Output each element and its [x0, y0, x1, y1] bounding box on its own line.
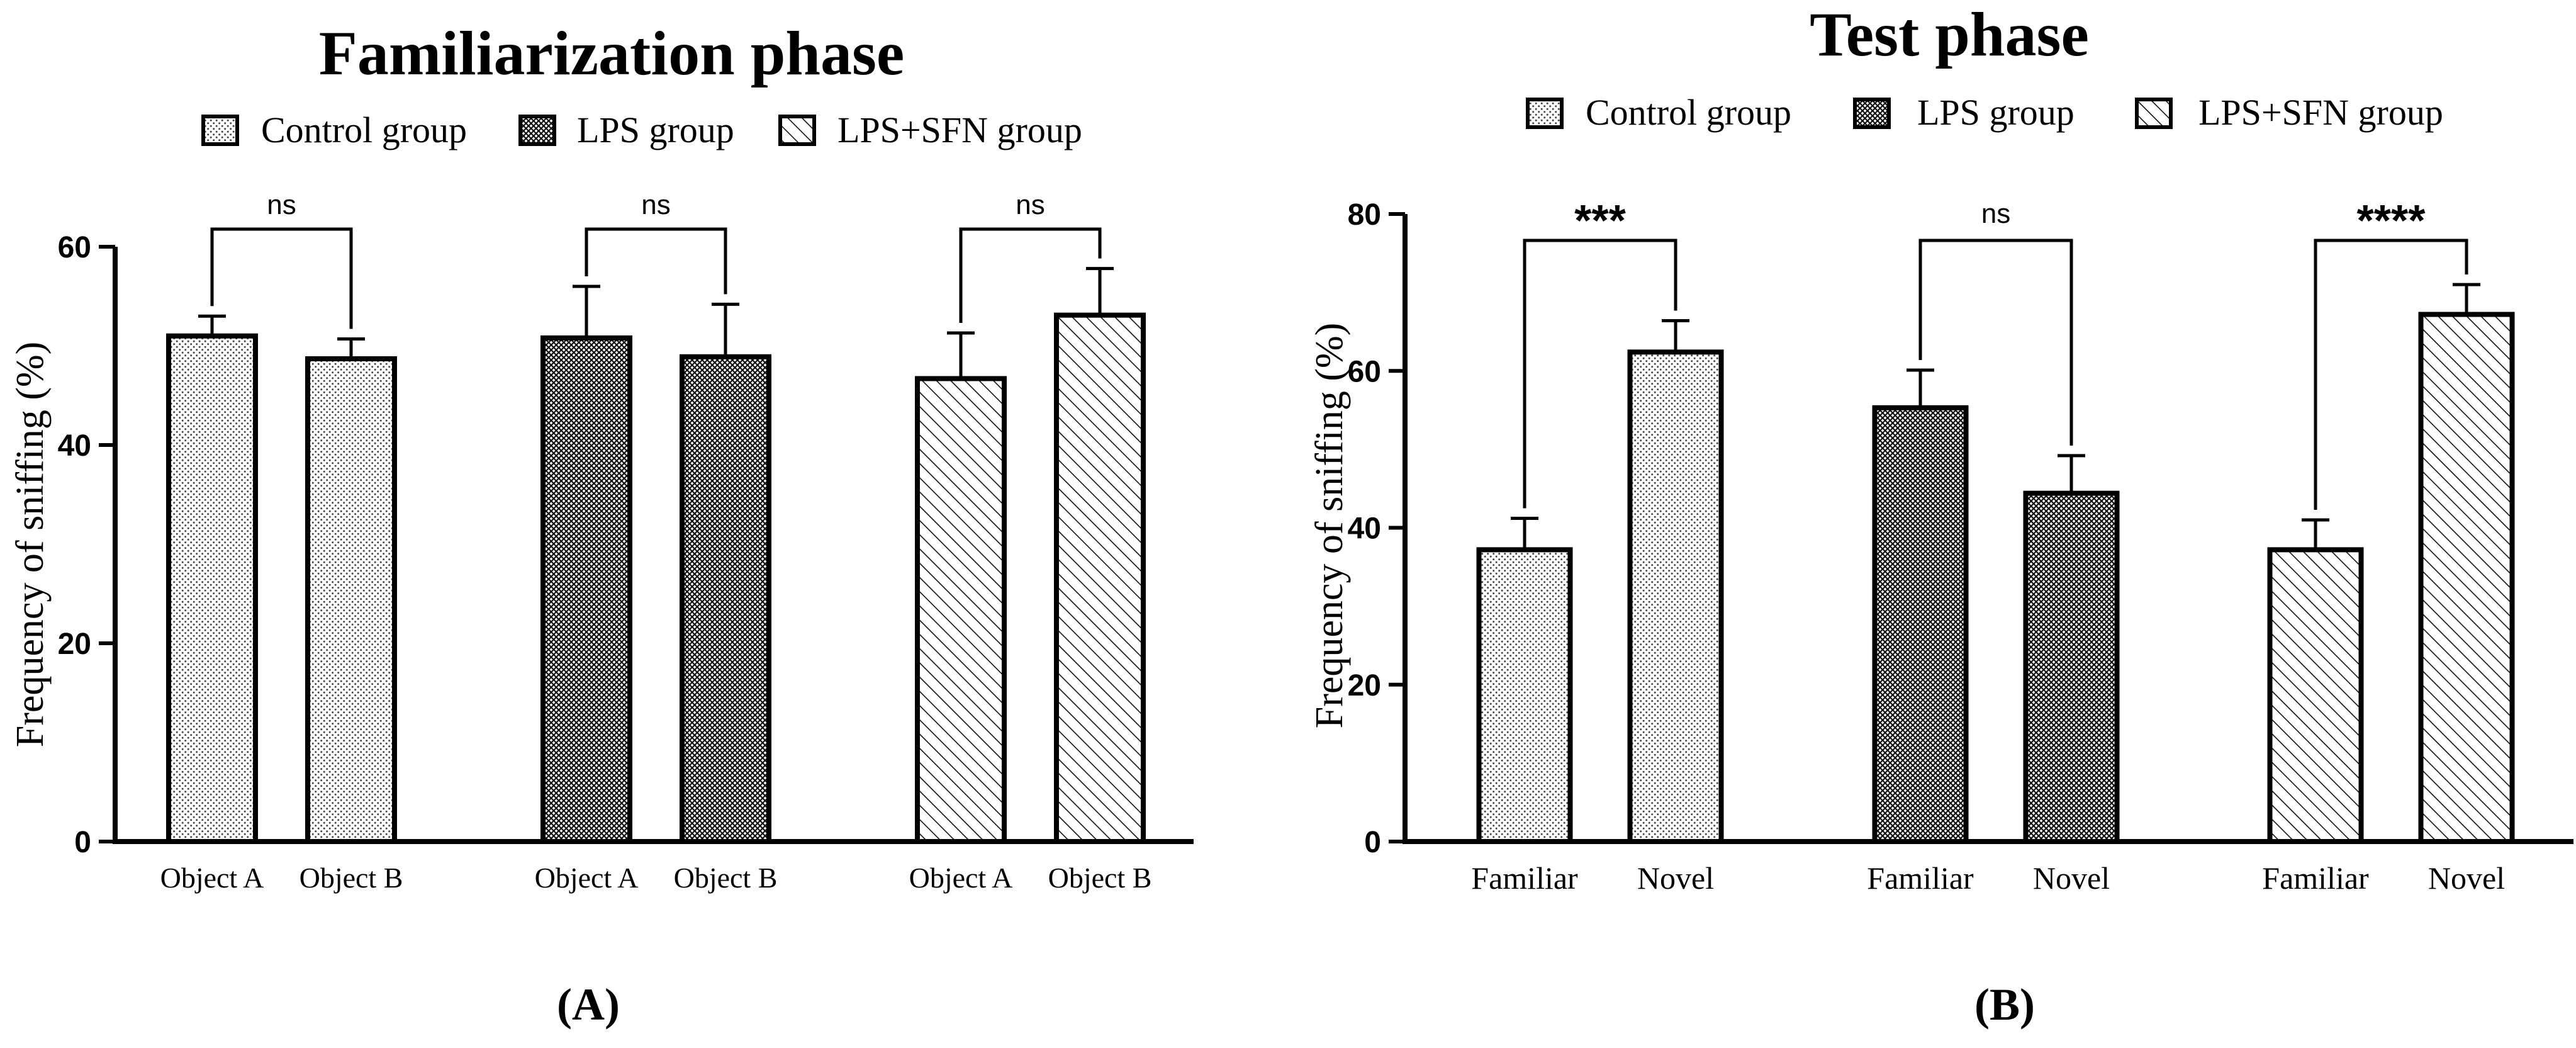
x-tick-label: Object A — [535, 862, 639, 894]
significance-label-lps: ns — [1981, 198, 2010, 229]
significance-bracket-lps — [585, 227, 727, 295]
panel-b-legend: Control group LPS group LPS+SFN group — [1526, 92, 2443, 133]
bar-lps-familiar — [1872, 405, 1969, 844]
legend-swatch-control — [1526, 98, 1564, 129]
y-tick-label: 40 — [1348, 512, 1381, 546]
panel-a-legend: Control group LPS group LPS+SFN group — [201, 110, 1082, 150]
x-tick-label: Familiar — [1471, 860, 1578, 896]
significance-bracket-control — [210, 227, 353, 329]
significance-bracket-control — [1523, 239, 1677, 509]
y-tick-label: 0 — [1364, 826, 1381, 859]
bar-control-object-b — [305, 356, 397, 844]
x-tick-label: Familiar — [2262, 860, 2369, 896]
legend-label-lps-sfn: LPS+SFN group — [837, 110, 1082, 150]
x-tick-label: Novel — [2033, 860, 2110, 896]
legend-label-control: Control group — [1586, 92, 1791, 133]
significance-label-lps-sfn: **** — [2357, 196, 2426, 245]
significance-label-lps: ns — [641, 189, 670, 220]
significance-label-control: *** — [1574, 196, 1626, 245]
bar-control-novel — [1627, 349, 1724, 844]
significance-bracket-lps-sfn — [2314, 239, 2468, 510]
y-tick-label: 80 — [1348, 198, 1381, 232]
legend-swatch-control — [201, 115, 239, 146]
panel-a-y-axis-label: Frequency of sniffing (%) — [9, 342, 52, 748]
x-tick-label: Object B — [1048, 862, 1152, 894]
x-tick-label: Object B — [300, 862, 403, 894]
y-tick-label: 40 — [58, 429, 91, 463]
bar-lps-sfn-object-a — [915, 376, 1007, 844]
legend-swatch-lps — [1853, 98, 1891, 129]
legend-label-lps-sfn: LPS+SFN group — [2198, 92, 2443, 133]
legend-swatch-lps — [518, 115, 556, 146]
bar-lps-sfn-object-b — [1054, 312, 1146, 844]
panel-a-label: (A) — [557, 979, 620, 1030]
x-tick-label: Novel — [1637, 860, 1714, 896]
bar-lps-object-a — [540, 335, 632, 844]
panel-a-plot-area: 0 20 40 60 Object A Object B ns Object A Object … — [58, 189, 1194, 894]
panel-b-label: (B) — [1974, 979, 2035, 1030]
x-tick-label: Novel — [2428, 860, 2505, 896]
legend-label-lps: LPS group — [1917, 92, 2075, 133]
x-tick-label: Object B — [674, 862, 778, 894]
panel-b-y-axis-label: Frequency of sniffing (%) — [1308, 323, 1351, 729]
x-tick-label: Familiar — [1867, 860, 1974, 896]
significance-label-lps-sfn: ns — [1016, 189, 1044, 220]
bar-lps-sfn-familiar — [2267, 547, 2364, 845]
legend-label-lps: LPS group — [577, 110, 734, 150]
panel-a: Familiarization phase Control group LPS … — [9, 18, 1194, 1030]
panel-b: Test phase Control group LPS group LPS+S… — [1308, 0, 2573, 1030]
y-tick-label: 60 — [1348, 355, 1381, 388]
bar-lps-object-b — [680, 354, 771, 844]
bar-lps-sfn-novel — [2418, 312, 2515, 844]
legend-label-control: Control group — [261, 110, 467, 150]
legend-swatch-lps-sfn — [2135, 98, 2173, 129]
significance-label-control: ns — [267, 189, 296, 220]
bar-control-familiar — [1476, 547, 1573, 845]
x-tick-label: Object A — [909, 862, 1013, 894]
panel-a-title: Familiarization phase — [319, 18, 905, 88]
bar-lps-novel — [2023, 490, 2120, 844]
x-tick-label: Object A — [160, 862, 264, 894]
y-tick-label: 20 — [1348, 669, 1381, 702]
significance-bracket-lps — [1918, 239, 2073, 446]
panel-b-title: Test phase — [1810, 0, 2089, 69]
legend-swatch-lps-sfn — [778, 115, 816, 146]
y-tick-label: 20 — [58, 628, 91, 661]
y-tick-label: 60 — [58, 231, 91, 264]
bar-control-object-a — [166, 333, 258, 844]
y-tick-label: 0 — [74, 826, 91, 859]
significance-bracket-lps-sfn — [959, 227, 1102, 324]
panel-b-plot-area: 0 20 40 60 80 Familiar Novel *** Familiar Novel ns… — [1348, 196, 2573, 896]
